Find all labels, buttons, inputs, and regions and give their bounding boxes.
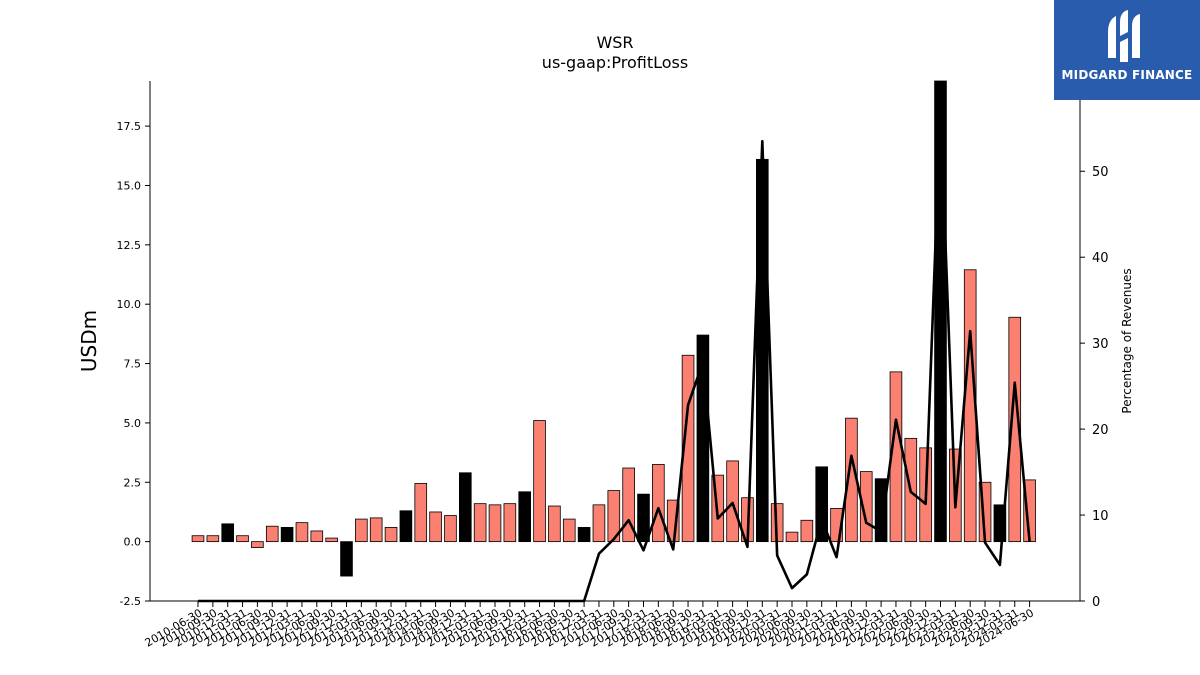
bar-2015-12-31 (518, 491, 531, 543)
bar-2010-06-30 (191, 535, 205, 543)
bar-2011-09-30 (265, 525, 279, 543)
bars-layer (191, 80, 1036, 577)
y-tick-label: 17.5 (117, 120, 142, 133)
bar-2017-09-30 (622, 467, 635, 543)
y2-tick-label: 50 (1092, 165, 1109, 180)
midgard-logo-icon (1108, 10, 1140, 62)
bar-2020-12-31 (815, 466, 828, 543)
bar-2016-09-30 (562, 518, 576, 543)
bar-2012-12-31 (340, 541, 353, 577)
bar-2016-12-31 (577, 526, 591, 543)
chart-subtitle: us-gaap:ProfitLoss (542, 53, 688, 72)
bar-2022-12-31 (934, 80, 947, 543)
bar-2018-09-30 (681, 354, 695, 543)
bar-2015-09-30 (503, 503, 517, 543)
y-tick-label: 12.5 (117, 239, 142, 252)
bar-2023-12-31 (993, 504, 1007, 543)
bar-2015-03-31 (473, 503, 487, 543)
bar-2017-06-30 (607, 490, 621, 543)
bar-2016-06-30 (548, 505, 561, 543)
y2-tick-label: 40 (1092, 251, 1109, 266)
y2-tick-label: 0 (1092, 595, 1100, 610)
y2-axis-label: Percentage of Revenues (1120, 268, 1134, 413)
bar-2018-03-31 (652, 464, 665, 543)
bar-2012-03-31 (295, 522, 309, 543)
bar-2014-12-31 (458, 472, 472, 543)
y-axis-label: USDm (77, 310, 101, 372)
bar-2017-03-31 (592, 504, 606, 543)
bar-2010-12-31 (221, 523, 235, 543)
bar-2010-09-30 (206, 535, 220, 543)
bar-2019-12-31 (756, 158, 769, 543)
y2-tick-label: 20 (1092, 423, 1109, 438)
bar-2024-03-31 (1008, 316, 1022, 543)
bar-2016-03-31 (533, 420, 546, 543)
logo-text: MIDGARD FINANCE (1061, 68, 1193, 82)
bar-2014-06-30 (429, 511, 442, 543)
bar-2015-06-30 (488, 504, 502, 543)
bar-2012-09-30 (325, 537, 338, 543)
axes-layer: -2.5 0.0 2.5 5.0 7.5 10.0 12.5 15.0 17.5 0 10 20 30 4… (117, 81, 1109, 650)
bar-2020-09-30 (800, 519, 814, 543)
bar-2014-03-31 (414, 483, 428, 543)
bar-2013-09-30 (384, 526, 398, 543)
bar-2013-12-31 (399, 510, 413, 543)
bar-2011-06-30 (251, 541, 264, 548)
bar-2012-06-30 (310, 530, 324, 543)
y-tick-label: 10.0 (117, 298, 142, 311)
bar-2013-03-31 (355, 518, 368, 543)
bar-2014-09-30 (444, 515, 457, 543)
chart-title: WSR (596, 33, 633, 52)
y-tick-label: -2.5 (120, 595, 141, 608)
bar-2019-06-30 (726, 460, 739, 543)
y-tick-label: 5.0 (124, 417, 142, 430)
bar-2017-12-31 (637, 493, 650, 543)
y2-tick-label: 30 (1092, 337, 1109, 352)
midgard-finance-logo: MIDGARD FINANCE (1054, 0, 1200, 100)
y2-tick-label: 10 (1092, 509, 1109, 524)
y-tick-label: 0.0 (124, 536, 142, 549)
y-tick-label: 2.5 (124, 476, 142, 489)
bar-2011-12-31 (280, 526, 294, 543)
bar-2020-06-30 (785, 531, 799, 543)
bar-2021-09-30 (859, 471, 873, 543)
y-tick-label: 7.5 (124, 358, 142, 371)
y-tick-label: 15.0 (117, 179, 142, 192)
bar-2021-12-31 (874, 478, 888, 543)
bar-2011-03-31 (236, 535, 249, 543)
bar-2013-06-30 (369, 517, 383, 543)
bar-2018-12-31 (696, 334, 710, 543)
